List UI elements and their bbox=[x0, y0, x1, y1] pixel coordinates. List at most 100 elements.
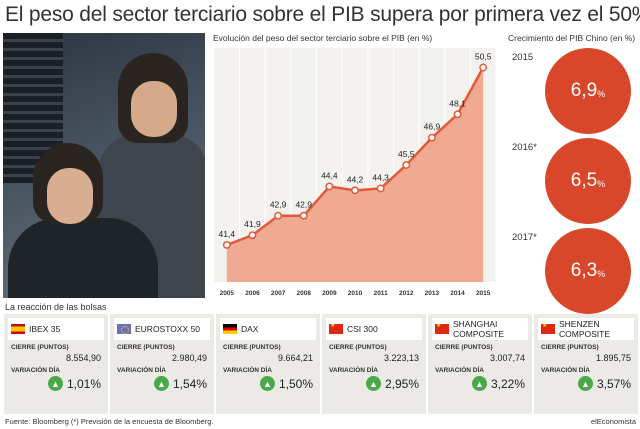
variation-value: 1,50% bbox=[278, 376, 313, 391]
market-name: DAX bbox=[241, 324, 259, 334]
data-point bbox=[376, 184, 385, 193]
variation-label: VARIACIÓN DÍA bbox=[329, 367, 378, 374]
market-card: SHENZEN COMPOSITE CIERRE (PUNTOS) 1.895,75… bbox=[534, 314, 638, 414]
line-chart-title: Evolución del peso del sector terciario … bbox=[213, 33, 433, 43]
market-cards: IBEX 35 CIERRE (PUNTOS) 8.554,90 VARIACIÓN … bbox=[4, 314, 638, 414]
arrow-up-icon: ▲ bbox=[577, 376, 593, 391]
variation-value: 3,57% bbox=[596, 376, 631, 391]
market-card-header: EUROSTOXX 50 bbox=[114, 318, 210, 340]
data-point bbox=[427, 133, 436, 142]
x-tick-label: 2009 bbox=[322, 290, 337, 297]
flag-cn-icon bbox=[329, 324, 343, 334]
person-front-body bbox=[8, 218, 158, 298]
x-tick-label: 2015 bbox=[476, 290, 491, 297]
variation-row: ▲ 2,95% bbox=[326, 376, 422, 391]
close-value: 2.980,49 bbox=[171, 353, 207, 363]
growth-row: 2017* 6,3% bbox=[508, 226, 638, 314]
growth-unit: % bbox=[597, 89, 606, 99]
x-tick-label: 2007 bbox=[271, 290, 286, 297]
variation-label: VARIACIÓN DÍA bbox=[11, 367, 60, 374]
variation-row: ▲ 1,01% bbox=[8, 376, 104, 391]
data-label: 48,1 bbox=[449, 98, 466, 108]
person-front-face bbox=[47, 168, 93, 224]
market-card: SHANGHAI COMPOSITE CIERRE (PUNTOS) 3.007,7… bbox=[428, 314, 532, 414]
growth-year-label: 2016* bbox=[512, 142, 537, 153]
data-point bbox=[479, 63, 488, 72]
close-label: CIERRE (PUNTOS) bbox=[117, 344, 175, 351]
data-label: 50,5 bbox=[475, 52, 492, 62]
variation-value: 1,01% bbox=[66, 376, 101, 391]
flag-cn-icon bbox=[541, 324, 555, 334]
person-back-face bbox=[131, 81, 177, 137]
variation-row: ▲ 1,54% bbox=[114, 376, 210, 391]
data-label: 42,9 bbox=[295, 200, 312, 210]
growth-unit: % bbox=[597, 269, 606, 279]
arrow-up-icon: ▲ bbox=[153, 376, 169, 391]
data-point bbox=[299, 211, 308, 220]
data-label: 41,9 bbox=[244, 219, 261, 229]
market-card: DAX CIERRE (PUNTOS) 9.664,21 VARIACIÓN DÍA ▲… bbox=[216, 314, 320, 414]
area-fill bbox=[226, 67, 484, 282]
x-tick-label: 2005 bbox=[220, 290, 235, 297]
data-label: 44,3 bbox=[372, 172, 389, 182]
markets-title: La reacción de las bolsas bbox=[5, 302, 107, 312]
data-point bbox=[402, 161, 411, 169]
close-label: CIERRE (PUNTOS) bbox=[329, 344, 387, 351]
growth-bubble: 6,9% bbox=[545, 48, 631, 134]
flag-cn-icon bbox=[435, 324, 449, 334]
variation-value: 2,95% bbox=[384, 376, 419, 391]
variation-row: ▲ 3,22% bbox=[432, 376, 528, 391]
close-label: CIERRE (PUNTOS) bbox=[11, 344, 69, 351]
arrow-up-icon: ▲ bbox=[259, 376, 275, 391]
x-tick-label: 2014 bbox=[450, 290, 465, 297]
market-card-header: CSI 300 bbox=[326, 318, 422, 340]
close-value: 3.007,74 bbox=[489, 353, 525, 363]
data-label: 41,4 bbox=[219, 229, 236, 239]
data-label: 45,5 bbox=[398, 149, 415, 159]
market-name: IBEX 35 bbox=[29, 324, 61, 334]
data-point bbox=[453, 110, 462, 119]
growth-row: 2016* 6,5% bbox=[508, 136, 638, 224]
data-point bbox=[274, 211, 283, 220]
line-chart: 41,4 2005 41,9 2006 42,9 2007 42,9 2008 44,4 2009… bbox=[213, 48, 497, 297]
close-label: CIERRE (PUNTOS) bbox=[435, 344, 493, 351]
market-card-header: DAX bbox=[220, 318, 316, 340]
variation-value: 3,22% bbox=[490, 376, 525, 391]
growth-value: 6,9 bbox=[570, 80, 598, 101]
growth-value: 6,3 bbox=[570, 260, 598, 281]
growth-value: 6,5 bbox=[570, 170, 598, 191]
market-card-header: IBEX 35 bbox=[8, 318, 104, 340]
market-name: CSI 300 bbox=[347, 324, 378, 334]
photo-two-men-server-room bbox=[3, 33, 205, 298]
data-label: 44,2 bbox=[347, 174, 364, 184]
close-label: CIERRE (PUNTOS) bbox=[541, 344, 599, 351]
market-card: IBEX 35 CIERRE (PUNTOS) 8.554,90 VARIACIÓN … bbox=[4, 314, 108, 414]
flag-eu-icon bbox=[117, 324, 131, 334]
growth-row: 2015 6,9% bbox=[508, 46, 638, 134]
arrow-up-icon: ▲ bbox=[47, 376, 63, 391]
market-card-header: SHANGHAI COMPOSITE bbox=[432, 318, 528, 340]
footer-source: Fuente: Bloomberg (*) Previsión de la en… bbox=[5, 417, 214, 426]
data-point bbox=[222, 241, 231, 249]
x-tick-label: 2012 bbox=[399, 290, 414, 297]
data-label: 46,9 bbox=[424, 122, 441, 132]
growth-bubble: 6,3% bbox=[545, 228, 631, 314]
growth-year-label: 2015 bbox=[512, 52, 534, 63]
growth-chart-title: Crecimiento del PIB Chino (en %) bbox=[508, 33, 636, 43]
data-point bbox=[351, 186, 359, 195]
close-value: 3.223,13 bbox=[383, 353, 419, 363]
x-tick-label: 2006 bbox=[245, 290, 260, 297]
close-label: CIERRE (PUNTOS) bbox=[223, 344, 281, 351]
data-label: 44,4 bbox=[321, 170, 338, 180]
market-card: EUROSTOXX 50 CIERRE (PUNTOS) 2.980,49 VARIA… bbox=[110, 314, 214, 414]
variation-value: 1,54% bbox=[172, 376, 207, 391]
headline: El peso del sector terciario sobre el PI… bbox=[5, 3, 640, 26]
market-name: SHANGHAI COMPOSITE bbox=[453, 319, 505, 339]
close-value: 1.895,75 bbox=[595, 353, 631, 363]
growth-year-label: 2017* bbox=[512, 232, 537, 243]
footer-brand: elEconomista bbox=[590, 417, 636, 426]
data-point bbox=[248, 231, 257, 240]
x-tick-label: 2010 bbox=[348, 290, 363, 297]
variation-label: VARIACIÓN DÍA bbox=[117, 367, 166, 374]
market-name: EUROSTOXX 50 bbox=[135, 324, 201, 334]
